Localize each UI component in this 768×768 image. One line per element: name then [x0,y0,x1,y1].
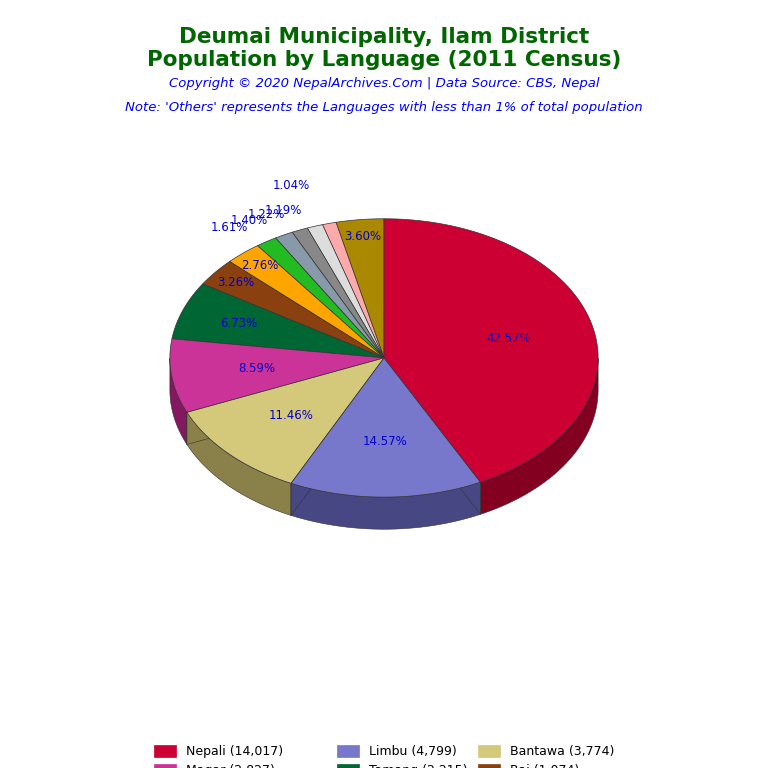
Text: 1.61%: 1.61% [210,221,248,234]
Text: Population by Language (2011 Census): Population by Language (2011 Census) [147,50,621,70]
Text: 1.40%: 1.40% [230,214,267,227]
Polygon shape [187,412,291,515]
Text: 14.57%: 14.57% [362,435,408,448]
Text: 2.76%: 2.76% [241,260,279,273]
Polygon shape [187,358,384,483]
Polygon shape [172,284,384,358]
Polygon shape [230,246,384,358]
Text: 1.22%: 1.22% [248,208,285,221]
Text: Copyright © 2020 NepalArchives.Com | Data Source: CBS, Nepal: Copyright © 2020 NepalArchives.Com | Dat… [169,77,599,90]
Text: 6.73%: 6.73% [220,317,258,330]
Polygon shape [291,358,384,515]
Text: 1.04%: 1.04% [273,179,310,192]
Text: 3.60%: 3.60% [344,230,381,243]
Text: 3.26%: 3.26% [217,276,254,289]
Polygon shape [480,359,598,515]
Polygon shape [384,358,480,515]
Text: 1.19%: 1.19% [265,204,303,217]
Polygon shape [187,358,384,445]
Polygon shape [384,219,598,482]
Polygon shape [323,222,384,358]
Polygon shape [291,358,384,515]
Polygon shape [170,358,187,445]
Polygon shape [203,262,384,358]
Text: 8.59%: 8.59% [238,362,275,376]
Polygon shape [307,224,384,358]
Polygon shape [170,339,384,412]
Polygon shape [384,358,480,515]
Text: 42.57%: 42.57% [487,332,531,345]
Polygon shape [276,232,384,358]
Polygon shape [292,228,384,358]
Polygon shape [291,358,480,497]
Polygon shape [291,482,480,529]
Text: Deumai Municipality, Ilam District: Deumai Municipality, Ilam District [179,27,589,47]
Text: 11.46%: 11.46% [269,409,313,422]
Legend: Nepali (14,017), Magar (2,827), Newar (909), Yamphu/Yamphe (402), Others (1,185): Nepali (14,017), Magar (2,827), Newar (9… [154,745,614,768]
Polygon shape [187,358,384,445]
Polygon shape [257,238,384,358]
Polygon shape [336,219,384,358]
Text: Note: 'Others' represents the Languages with less than 1% of total population: Note: 'Others' represents the Languages … [125,101,643,114]
